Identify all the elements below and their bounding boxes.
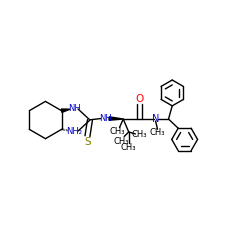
Text: O: O <box>135 94 143 104</box>
Text: CH₃: CH₃ <box>121 143 136 152</box>
Text: N: N <box>152 114 159 124</box>
Text: CH₃: CH₃ <box>132 130 147 139</box>
Polygon shape <box>61 109 70 112</box>
Polygon shape <box>109 117 123 120</box>
Text: NH: NH <box>68 104 81 113</box>
Text: S: S <box>84 137 91 147</box>
Text: CH₃: CH₃ <box>150 128 165 137</box>
Text: CH₃: CH₃ <box>113 137 128 146</box>
Text: NH₂: NH₂ <box>66 127 82 136</box>
Text: CH₃: CH₃ <box>109 128 125 136</box>
Text: NH: NH <box>99 114 112 122</box>
